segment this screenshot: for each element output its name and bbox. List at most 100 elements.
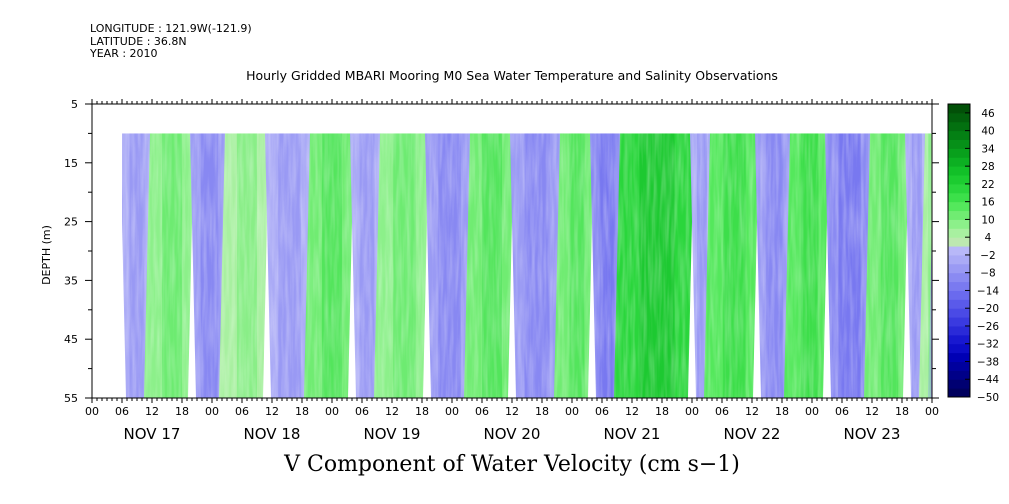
x-day-label: NOV 18 (244, 425, 301, 443)
x-hour-tick-label: 18 (775, 405, 789, 418)
colorbar-label: 22 (981, 179, 994, 191)
x-day-label: NOV 21 (604, 425, 661, 443)
x-hour-tick-label: 18 (895, 405, 909, 418)
colorbar-swatch (948, 166, 970, 176)
colorbar-label: 4 (985, 232, 992, 244)
x-day-label: NOV 20 (484, 425, 541, 443)
variable-title: V Component of Water Velocity (cm s−1) (284, 452, 740, 477)
x-hour-tick-label: 06 (115, 405, 129, 418)
colorbar-swatch (948, 254, 970, 265)
x-day-label: NOV 23 (844, 425, 901, 443)
colorbar-label: 28 (981, 161, 994, 173)
colorbar-swatch (948, 263, 970, 274)
colorbar-swatch (948, 388, 970, 398)
colorbar-label: −38 (977, 356, 999, 368)
colorbar-label: −14 (977, 285, 999, 297)
colorbar-swatch (948, 175, 970, 185)
heatmap-texture (122, 133, 932, 398)
colorbar-swatch (948, 370, 970, 380)
y-tick-label: 15 (64, 157, 78, 170)
x-hour-tick-label: 06 (355, 405, 369, 418)
colorbar-swatch (948, 299, 970, 309)
x-hour-tick-label: 18 (415, 405, 429, 418)
x-hour-tick-label: 06 (235, 405, 249, 418)
colorbar: 46 40 34 28 22 16 10 4 −2 −8 −14 −20 −26 −32 −38 −44 −50 (947, 103, 999, 404)
colorbar-label: 34 (981, 143, 995, 155)
colorbar-swatch (948, 157, 970, 167)
x-hour-tick-label: 18 (655, 405, 669, 418)
colorbar-swatch (948, 334, 970, 345)
x-hour-tick-label: 06 (595, 405, 609, 418)
latitude-label: LATITUDE : 36.8N (90, 34, 187, 48)
axes: 00 06 12 18 00 06 12 18 00 06 12 18 00 06 12 18 00 06 12 18… (40, 98, 939, 443)
colorbar-swatch (948, 317, 970, 327)
colorbar-label: 46 (981, 108, 995, 120)
x-hour-tick-label: 00 (805, 405, 819, 418)
x-day-label: NOV 19 (364, 425, 421, 443)
colorbar-swatch (948, 148, 970, 158)
colorbar-swatch (948, 308, 970, 318)
colorbar-swatch (948, 325, 970, 336)
colorbar-swatch (948, 379, 970, 389)
colorbar-swatch (948, 228, 970, 238)
x-hour-tick-label: 18 (175, 405, 189, 418)
y-tick-label: 25 (64, 216, 78, 229)
colorbar-swatch (948, 192, 970, 203)
colorbar-swatch (948, 246, 970, 256)
x-hour-tick-label: 12 (145, 405, 159, 418)
colorbar-label: −2 (980, 250, 995, 262)
colorbar-swatch (948, 104, 970, 114)
y-tick-label: 5 (71, 98, 78, 111)
x-hour-tick-label: 06 (715, 405, 729, 418)
x-day-label: NOV 17 (124, 425, 181, 443)
x-hour-tick-label: 00 (925, 405, 939, 418)
colorbar-swatch (948, 130, 970, 141)
colorbar-swatch (948, 361, 970, 371)
x-hour-tick-label: 00 (85, 405, 99, 418)
colorbar-label: −26 (977, 321, 999, 333)
colorbar-swatch (948, 343, 970, 354)
x-hour-tick-label: 00 (565, 405, 579, 418)
colorbar-swatch (948, 121, 970, 132)
colorbar-label: −8 (980, 268, 995, 280)
colorbar-label: 10 (981, 214, 994, 226)
x-hour-tick-label: 12 (265, 405, 279, 418)
x-hour-tick-label: 12 (865, 405, 879, 418)
x-hour-tick-label: 00 (205, 405, 219, 418)
x-hour-tick-label: 18 (535, 405, 549, 418)
x-hour-tick-label: 12 (505, 405, 519, 418)
x-hour-tick-label: 18 (295, 405, 309, 418)
colorbar-swatch (948, 201, 970, 212)
y-tick-label: 55 (64, 392, 78, 405)
x-day-label: NOV 22 (724, 425, 781, 443)
colorbar-swatch (948, 237, 970, 247)
colorbar-swatch (948, 139, 970, 149)
chart-title: Hourly Gridded MBARI Mooring M0 Sea Wate… (246, 68, 778, 83)
colorbar-swatch (948, 272, 970, 283)
colorbar-swatch (948, 281, 970, 291)
colorbar-label: 16 (981, 197, 995, 209)
colorbar-swatch (948, 210, 970, 220)
colorbar-swatch (948, 219, 970, 229)
x-hour-tick-label: 00 (325, 405, 339, 418)
location-metadata: LONGITUDE : 121.9W(-121.9) LATITUDE : 36… (90, 22, 252, 61)
colorbar-swatch (948, 112, 970, 123)
colorbar-label: −32 (977, 339, 999, 351)
x-hour-tick-label: 06 (835, 405, 849, 418)
y-axis-label: DEPTH (m) (40, 225, 53, 285)
x-hour-tick-label: 00 (685, 405, 699, 418)
y-tick-label: 45 (64, 333, 78, 346)
colorbar-label: 40 (981, 126, 994, 138)
longitude-label: LONGITUDE : 121.9W(-121.9) (90, 22, 252, 35)
colorbar-swatch (948, 352, 970, 362)
colorbar-label: −44 (977, 374, 999, 386)
x-hour-tick-label: 12 (745, 405, 759, 418)
x-hour-tick-label: 12 (385, 405, 399, 418)
x-hour-tick-label: 00 (445, 405, 459, 418)
colorbar-swatch (948, 183, 970, 194)
x-hour-tick-label: 06 (475, 405, 489, 418)
year-label: YEAR : 2010 (90, 47, 158, 60)
y-tick-label: 35 (64, 274, 78, 287)
colorbar-frame (947, 103, 971, 398)
colorbar-label: −50 (977, 392, 999, 404)
